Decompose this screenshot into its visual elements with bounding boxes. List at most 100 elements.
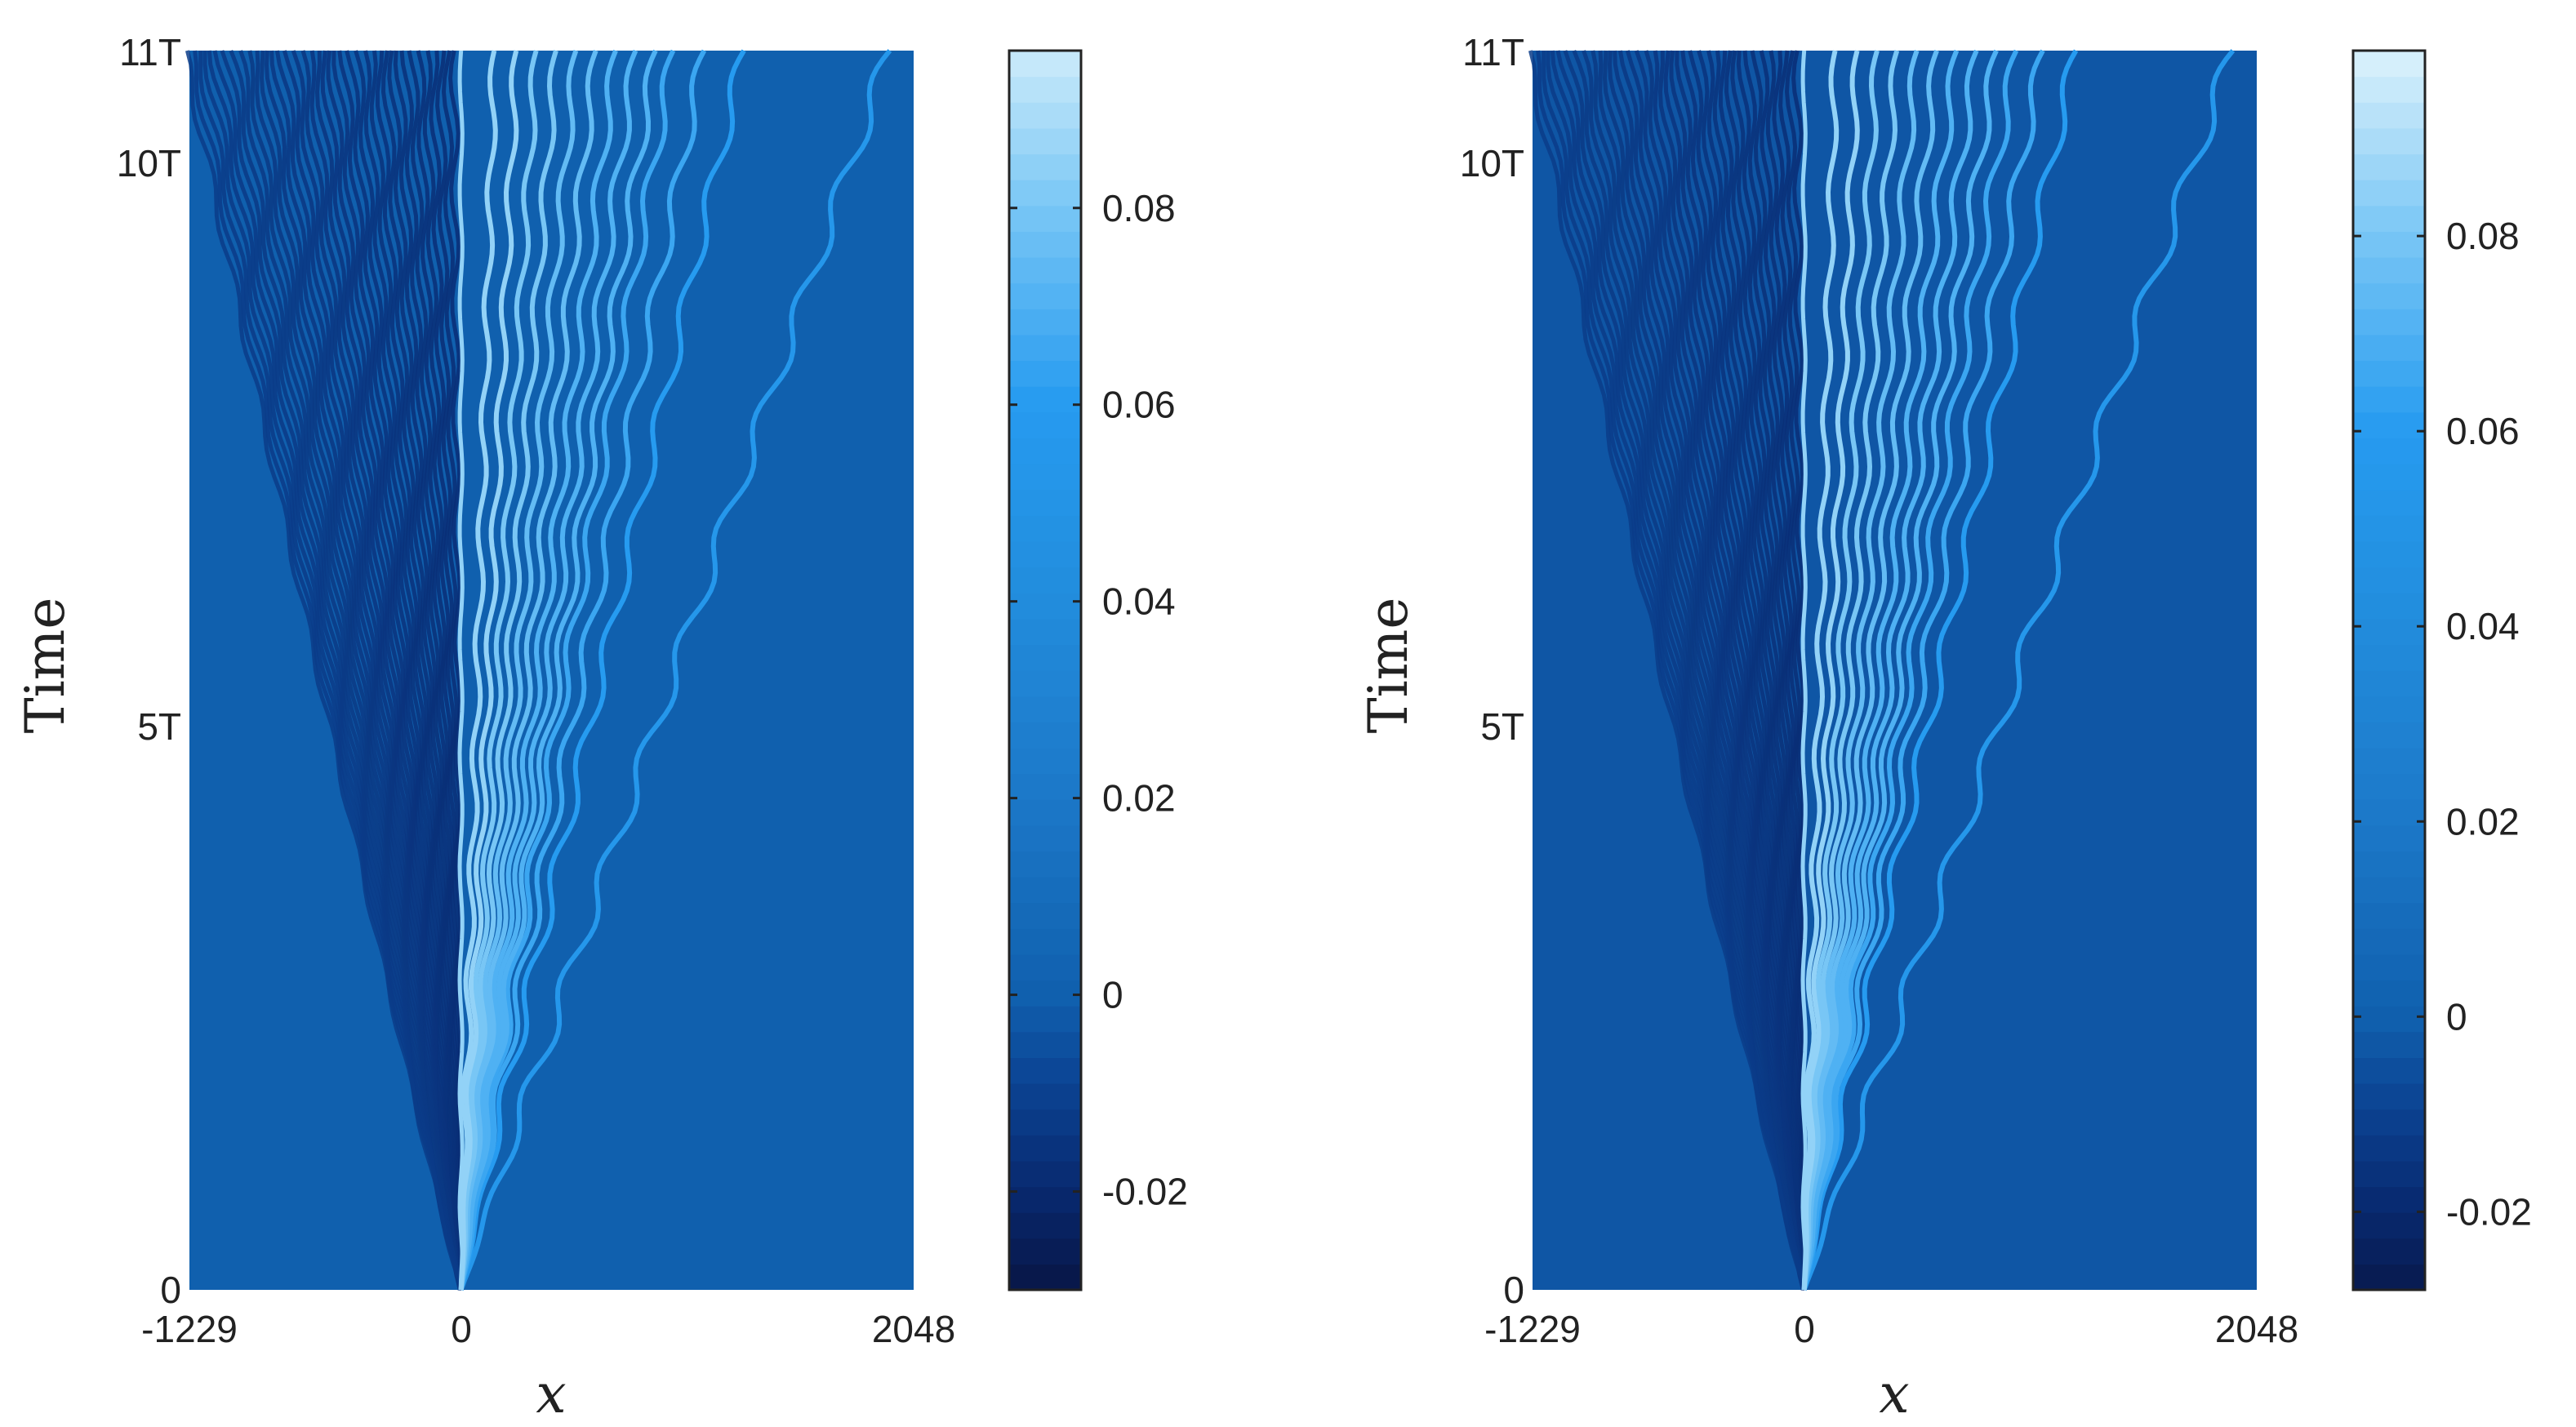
- y-tick-labels-left: 0 5T 10T 11T: [117, 31, 181, 1311]
- colorbar-tick-label-right-1: 0: [2446, 995, 2467, 1038]
- colorbar-strip-right-12: [2353, 954, 2425, 981]
- colorbar-strip-left-29: [1009, 515, 1081, 542]
- y-tick-label-right-0: 0: [1503, 1269, 1524, 1311]
- bright-ray-right-4: [1801, 49, 1999, 1291]
- colorbar-strip-left-16: [1009, 851, 1081, 878]
- colorbar-tick-label-right-4: 0.06: [2446, 410, 2520, 452]
- colorbar-strip-right-28: [2353, 540, 2425, 568]
- bright-ray-left-center: [457, 50, 465, 1291]
- colorbar-strip-left-8: [1009, 1057, 1081, 1084]
- colorbar-frame-right: [2351, 49, 2427, 1291]
- colorbar-strip-right-39: [2353, 257, 2425, 284]
- colorbar-strip-left-38: [1009, 282, 1081, 309]
- colorbar-strip-left-25: [1009, 618, 1081, 645]
- bright-ray-left-8: [458, 50, 579, 1291]
- colorbar-strip-left-35: [1009, 360, 1081, 387]
- y-tick-label-right-3: 11T: [1462, 31, 1524, 73]
- bright-ray-right-6: [1801, 49, 1960, 1291]
- dark-ray-right-5: [1759, 50, 1806, 1291]
- colorbar-strip-right-2: [2353, 1212, 2425, 1239]
- colorbar-strip-right-16: [2353, 851, 2425, 878]
- dark-ray-left-24: [282, 50, 462, 1291]
- bright-ray-left-11: [458, 50, 519, 1291]
- colorbar-strip-right-44: [2353, 127, 2425, 155]
- colorbar-strip-left-6: [1009, 1109, 1081, 1136]
- colorbar-strip-left-4: [1009, 1160, 1081, 1188]
- bright-ray-left-9: [458, 50, 558, 1291]
- colorbar-strip-right-20: [2353, 747, 2425, 775]
- colorbar-strip-left-1: [1009, 1238, 1081, 1265]
- colorbar-strip-left-42: [1009, 180, 1081, 207]
- bright-ray-left-1: [458, 49, 746, 1291]
- colorbar-strip-left-22: [1009, 696, 1081, 722]
- colorbar-strip-right-38: [2353, 282, 2425, 309]
- colorbar-strip-left-14: [1009, 902, 1081, 929]
- colorbar-strip-right-37: [2353, 309, 2425, 336]
- dark-ray-right-15: [1688, 50, 1805, 1291]
- colorbar-strip-left-28: [1009, 540, 1081, 568]
- colorbar-tick-label-left-2: 0.02: [1102, 777, 1176, 820]
- bright-ray-left-2: [458, 49, 707, 1291]
- colorbar-strip-left-24: [1009, 644, 1081, 671]
- colorbar-strip-right-8: [2353, 1057, 2425, 1084]
- dark-ray-left-6: [407, 50, 462, 1291]
- bright-ray-left-12: [458, 50, 498, 1291]
- colorbar-strip-right-25: [2353, 618, 2425, 645]
- dark-ray-right-33: [1563, 50, 1805, 1291]
- y-tick-label-left-0: 0: [160, 1269, 181, 1311]
- bright-ray-right-0: [1801, 49, 2236, 1291]
- bright-rays-left: [457, 49, 892, 1291]
- colorbar-tick-label-right-3: 0.04: [2446, 605, 2520, 647]
- colorbar-strip-right-19: [2353, 773, 2425, 800]
- bright-ray-right-2: [1801, 49, 2045, 1291]
- y-tick-labels-right: 0 5T 10T 11T: [1460, 31, 1524, 1311]
- colorbar-strip-right-33: [2353, 411, 2425, 438]
- bright-rays-right: [1800, 49, 2236, 1291]
- dark-ray-right-23: [1634, 50, 1806, 1291]
- colorbar-strip-right-36: [2353, 334, 2425, 362]
- colorbar-strip-right-24: [2353, 644, 2425, 671]
- colorbar-strip-left-45: [1009, 102, 1081, 129]
- dark-ray-left-32: [229, 50, 463, 1291]
- colorbar-strip-left-47: [1009, 51, 1081, 78]
- colorbar-strip-right-34: [2353, 386, 2425, 413]
- colorbar-strip-left-43: [1009, 153, 1081, 180]
- colorbar-tick-label-left-0: -0.02: [1102, 1171, 1188, 1213]
- colorbar-strip-right-40: [2353, 231, 2425, 258]
- colorbar-strip-left-9: [1009, 1031, 1081, 1058]
- bright-ray-left-10: [458, 50, 539, 1291]
- colorbar-strip-left-44: [1009, 127, 1081, 155]
- dark-ray-right-14: [1697, 50, 1806, 1291]
- colorbar-strip-left-13: [1009, 928, 1081, 955]
- colorbar-strip-left-0: [1009, 1264, 1081, 1291]
- colorbar-tick-label-right-5: 0.08: [2446, 215, 2520, 257]
- dark-rays-left: [185, 50, 465, 1291]
- bright-ray-right-1: [1801, 49, 2079, 1291]
- y-tick-label-left-3: 11T: [119, 31, 181, 73]
- colorbar-strip-left-39: [1009, 257, 1081, 284]
- colorbar-strip-right-30: [2353, 489, 2425, 516]
- bright-ray-left-0: [458, 49, 892, 1291]
- bright-ray-left-3: [458, 49, 676, 1291]
- bright-ray-right-3: [1801, 49, 2019, 1291]
- colorbar-ticks-right: [2353, 234, 2425, 1213]
- colorbar-strip-right-0: [2353, 1264, 2425, 1291]
- colorbar-strip-right-27: [2353, 567, 2425, 593]
- y-axis-title-right: Time: [1357, 598, 1420, 734]
- colorbar-strip-left-34: [1009, 386, 1081, 413]
- colorbar-strip-right-46: [2353, 76, 2425, 103]
- colorbar-left: -0.02 0 0.02 0.04 0.06 0.08: [1008, 49, 1188, 1291]
- colorbar-strip-right-43: [2353, 153, 2425, 180]
- x-tick-label-right-1: 0: [1794, 1308, 1815, 1350]
- y-tick-label-right-1: 5T: [1480, 705, 1524, 748]
- colorbar-strip-right-35: [2353, 360, 2425, 387]
- colorbar-strip-right-1: [2353, 1238, 2425, 1265]
- colorbar-strip-left-17: [1009, 825, 1081, 851]
- x-tick-labels-left: -1229 0 2048: [141, 1308, 955, 1350]
- bright-ray-right-8: [1801, 50, 1920, 1291]
- bright-ray-right-5: [1801, 49, 1979, 1291]
- colorbar-tick-label-left-1: 0: [1102, 974, 1123, 1016]
- colorbar-strip-left-36: [1009, 334, 1081, 362]
- colorbar-strip-left-12: [1009, 954, 1081, 981]
- colorbar-strip-right-15: [2353, 877, 2425, 904]
